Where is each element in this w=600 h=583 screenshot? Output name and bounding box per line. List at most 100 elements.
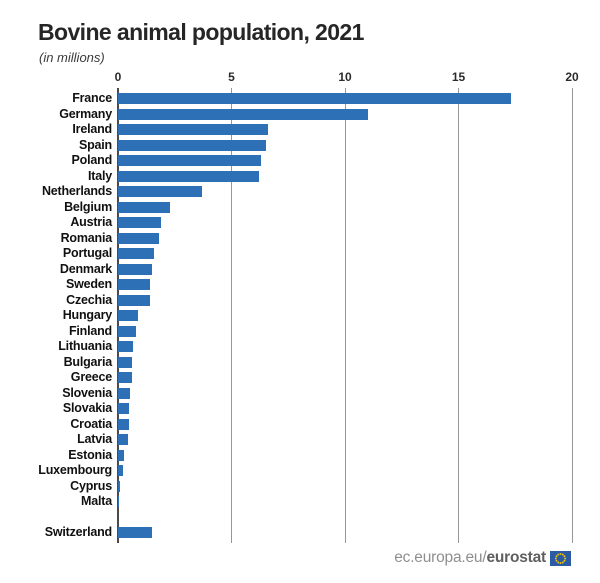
country-label-poland: Poland (71, 153, 113, 167)
country-label-luxembourg: Luxembourg (38, 463, 112, 477)
bar-greece (118, 372, 132, 384)
bar-netherlands (118, 186, 202, 198)
bar-croatia (118, 418, 129, 430)
bar-lithuania (118, 341, 133, 353)
row-spacer (118, 510, 572, 526)
bar-luxembourg (118, 465, 123, 477)
chart-subtitle: (in millions) (39, 50, 105, 65)
bar-belgium (118, 201, 171, 213)
bar-row-estonia (118, 448, 572, 464)
bar-row-denmark (118, 262, 572, 278)
bar-romania (118, 232, 159, 244)
country-label-belgium: Belgium (64, 199, 112, 214)
country-label-bulgaria: Bulgaria (63, 354, 113, 369)
country-label-portugal: Portugal (62, 246, 112, 260)
bar-denmark (118, 263, 153, 275)
country-label-ireland: Ireland (72, 122, 112, 136)
bar-cyprus (118, 480, 121, 492)
footer: ec.europa.eu/eurostat (394, 549, 571, 567)
country-label-spain: Spain (78, 137, 112, 152)
bar-germany (118, 108, 368, 120)
bar-row-finland (118, 324, 572, 340)
bar-row-netherlands (118, 184, 572, 200)
tick-label-20: 20 (565, 70, 579, 84)
bar-row-spain (118, 138, 572, 154)
eu-flag-icon (550, 550, 571, 566)
bar-row-poland (118, 153, 572, 169)
bar-row-belgium (118, 200, 572, 216)
bar-finland (118, 325, 137, 337)
bar-row-ireland (118, 122, 572, 138)
country-label-netherlands: Netherlands (41, 184, 112, 198)
bar-row-italy (118, 169, 572, 185)
tick-label-15: 15 (451, 70, 466, 84)
gridline-10 (344, 88, 346, 543)
bar-portugal (118, 248, 155, 260)
country-label-hungary: Hungary (62, 308, 113, 322)
eu-stars (554, 552, 567, 564)
bar-row-sweden (118, 277, 572, 293)
bar-row-croatia (118, 417, 572, 433)
country-label-cyprus: Cyprus (70, 478, 112, 493)
bar-sweden (118, 279, 150, 291)
bar-row-germany (118, 107, 572, 123)
bar-row-switzerland (118, 525, 572, 541)
country-label-switzerland: Switzerland (44, 525, 112, 539)
country-label-france: France (72, 91, 112, 105)
bar-row-bulgaria (118, 355, 572, 371)
gridline-5 (231, 88, 232, 543)
bar-austria (118, 217, 162, 229)
bar-estonia (118, 449, 125, 461)
country-label-finland: Finland (68, 323, 112, 338)
bar-row-czechia (118, 293, 572, 309)
bar-row-slovakia (118, 401, 572, 417)
bar-spain (118, 139, 266, 151)
bar-row-greece (118, 370, 572, 386)
country-label-slovenia: Slovenia (62, 385, 112, 400)
bar-row-portugal (118, 246, 572, 262)
gridline-20 (571, 88, 573, 543)
gridline-15 (458, 88, 459, 543)
bar-row-malta (118, 494, 572, 510)
x-axis-ticks: 0 5 10 15 20 (0, 70, 600, 86)
bar-row-romania (118, 231, 572, 247)
bar-slovakia (118, 403, 130, 415)
country-label-malta: Malta (81, 494, 112, 508)
country-label-romania: Romania (60, 230, 113, 245)
bar-row-luxembourg (118, 463, 572, 479)
country-label-denmark: Denmark (59, 261, 112, 276)
country-label-czechia: Czechia (66, 292, 112, 307)
footer-url: ec.europa.eu/eurostat (394, 549, 546, 567)
bar-malta (118, 496, 119, 508)
country-label-croatia: Croatia (70, 416, 112, 431)
bar-row-lithuania (118, 339, 572, 355)
bar-slovenia (118, 387, 131, 399)
bar-latvia (118, 434, 129, 446)
country-label-italy: Italy (87, 168, 112, 183)
bar-bulgaria (118, 356, 132, 368)
country-label-germany: Germany (59, 106, 112, 121)
bar-hungary (118, 310, 139, 322)
bar-row-austria (118, 215, 572, 231)
bar-row-cyprus (118, 479, 572, 495)
bar-row-slovenia (118, 386, 572, 402)
country-label-estonia: Estonia (68, 447, 112, 462)
country-label-latvia: Latvia (77, 432, 112, 446)
y-axis-labels: France Germany Ireland Spain Poland Italy Neth… (0, 91, 112, 541)
country-label-austria: Austria (70, 215, 112, 229)
row-spacer (0, 510, 112, 526)
chart-title: Bovine animal population, 2021 (38, 19, 364, 45)
bar-row-france (118, 91, 572, 107)
footer-url-prefix: ec.europa.eu/ (394, 549, 487, 566)
footer-url-eurostat: eurostat (486, 549, 546, 566)
tick-label-0: 0 (114, 70, 122, 84)
country-label-slovakia: Slovakia (62, 401, 112, 415)
bar-row-hungary (118, 308, 572, 324)
bars-area (118, 91, 572, 541)
bar-ireland (118, 124, 268, 136)
bar-row-latvia (118, 432, 572, 448)
country-label-greece: Greece (70, 370, 112, 384)
bar-france (118, 93, 511, 105)
country-label-sweden: Sweden (65, 277, 112, 291)
